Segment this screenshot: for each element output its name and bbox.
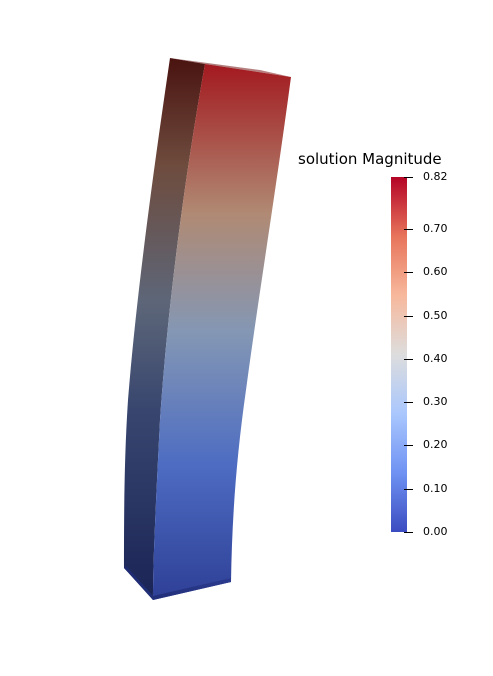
colorbar-tick-mark bbox=[404, 359, 413, 360]
colorbar-tick-mark bbox=[404, 532, 413, 533]
beam-top-face bbox=[170, 58, 291, 77]
colorbar-tick-mark bbox=[404, 316, 413, 317]
legend-title: solution Magnitude bbox=[298, 150, 442, 168]
colorbar-tick-mark bbox=[404, 177, 413, 178]
colorbar-tick-label: 0.00 bbox=[423, 525, 448, 538]
colorbar bbox=[391, 177, 407, 532]
colorbar-tick-label: 0.82 bbox=[423, 170, 448, 183]
colorbar-tick-mark bbox=[404, 272, 413, 273]
colorbar-tick-mark bbox=[404, 445, 413, 446]
colorbar-tick-label: 0.10 bbox=[423, 482, 448, 495]
colorbar-tick-mark bbox=[404, 229, 413, 230]
beam-front-face bbox=[153, 64, 291, 600]
colorbar-tick-label: 0.20 bbox=[423, 438, 448, 451]
colorbar-tick-label: 0.40 bbox=[423, 352, 448, 365]
colorbar-tick-mark bbox=[404, 402, 413, 403]
beam-bottom-face bbox=[124, 566, 231, 600]
colorbar-tick-label: 0.60 bbox=[423, 265, 448, 278]
colorbar-tick-label: 0.30 bbox=[423, 395, 448, 408]
beam-side-face bbox=[124, 58, 205, 600]
colorbar-tick-label: 0.70 bbox=[423, 222, 448, 235]
colorbar-tick-label: 0.50 bbox=[423, 309, 448, 322]
deformed-beam-mesh bbox=[124, 58, 291, 600]
colorbar-tick-mark bbox=[404, 489, 413, 490]
